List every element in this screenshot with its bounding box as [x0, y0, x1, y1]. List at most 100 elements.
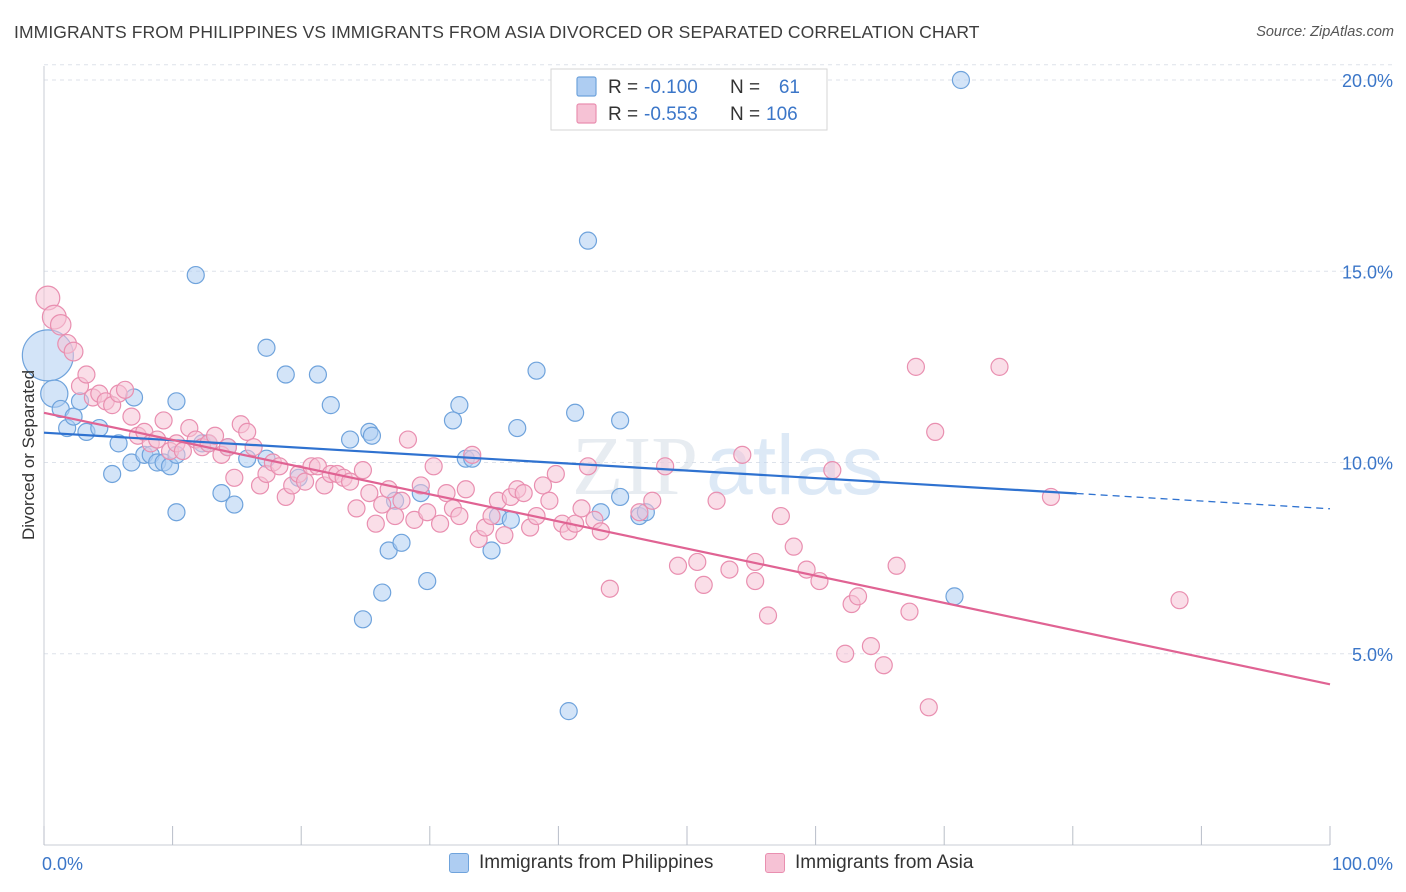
- point-philippines-60: [945, 587, 964, 606]
- gridlines: [44, 64, 1392, 655]
- x-tick-label-0: 0.0%: [42, 854, 83, 874]
- point-philippines-33: [340, 430, 360, 449]
- legend-r-value-1: -0.100: [644, 77, 698, 98]
- source-label: Source: ZipAtlas.com: [1256, 24, 1394, 40]
- point-philippines-41: [418, 571, 437, 591]
- legend-n-label-1: N =: [730, 77, 760, 98]
- point-asia-31: [238, 422, 257, 441]
- point-philippines-8: [103, 464, 122, 484]
- watermark-atlas: atlas: [706, 418, 883, 512]
- point-philippines-61: [559, 702, 578, 721]
- point-philippines-9: [109, 434, 128, 453]
- point-philippines-43: [450, 396, 469, 415]
- point-asia-49: [353, 461, 373, 480]
- point-asia-58: [411, 476, 430, 495]
- point-philippines-26: [225, 495, 244, 514]
- point-asia-105: [836, 644, 855, 663]
- point-philippines-31: [308, 365, 328, 384]
- chart-title: IMMIGRANTS FROM PHILIPPINES VS IMMIGRANT…: [14, 22, 980, 42]
- axes: [43, 66, 1331, 846]
- point-asia-112: [906, 357, 926, 376]
- point-philippines-37: [373, 583, 392, 602]
- point-asia-84: [578, 457, 598, 476]
- point-philippines-44: [443, 411, 463, 430]
- y-axis-label: Divorced or Separated: [19, 370, 38, 540]
- point-philippines-51: [527, 361, 546, 380]
- point-asia-56: [398, 430, 418, 449]
- point-philippines-32: [321, 396, 340, 415]
- point-asia-48: [347, 499, 366, 518]
- y-tick-label-2: 15.0%: [1342, 262, 1393, 282]
- bottom-legend-asia: Immigrants from Asia: [765, 852, 973, 874]
- point-philippines-30: [276, 365, 295, 384]
- point-asia-71: [495, 526, 514, 545]
- point-philippines-59: [951, 70, 971, 90]
- point-asia-54: [385, 506, 405, 526]
- point-philippines-50: [482, 541, 501, 560]
- point-philippines-17: [167, 392, 186, 411]
- legend-box: R = -0.100 N = 61 R = -0.553 N = 106: [550, 68, 828, 131]
- point-asia-93: [694, 575, 713, 595]
- legend-n-value-1: 61: [779, 77, 800, 98]
- point-asia-51: [366, 514, 385, 533]
- x-tick-label-1: 100.0%: [1332, 854, 1393, 874]
- bottom-legend-label-philippines: Immigrants from Philippines: [479, 852, 714, 873]
- legend-r-label-2: R =: [608, 104, 638, 125]
- point-asia-98: [746, 571, 765, 591]
- point-asia-114: [926, 422, 945, 441]
- bottom-legend: Immigrants from Philippines Immigrants f…: [0, 848, 1406, 880]
- y-tick-label-0: 5.0%: [1352, 645, 1393, 665]
- point-asia-107: [848, 587, 868, 606]
- point-asia-59: [418, 503, 437, 522]
- legend-n-label-2: N =: [730, 104, 760, 125]
- point-asia-13: [122, 407, 141, 426]
- y-tick-label-3: 20.0%: [1342, 71, 1393, 91]
- point-asia-61: [430, 514, 450, 533]
- point-asia-99: [758, 606, 778, 625]
- point-asia-109: [874, 656, 893, 675]
- point-asia-100: [771, 506, 790, 526]
- point-asia-96: [733, 445, 752, 464]
- point-asia-64: [450, 506, 469, 526]
- point-philippines-47: [508, 418, 527, 438]
- point-asia-4: [63, 341, 84, 362]
- point-philippines-27: [257, 338, 276, 357]
- point-asia-92: [688, 552, 707, 572]
- point-philippines-53: [578, 231, 598, 250]
- point-philippines-49: [501, 510, 520, 529]
- point-asia-89: [643, 491, 662, 510]
- point-asia-87: [600, 579, 619, 598]
- point-philippines-23: [212, 484, 231, 503]
- point-asia-101: [784, 537, 803, 556]
- point-asia-66: [463, 445, 482, 464]
- point-asia-83: [572, 499, 591, 518]
- point-asia-79: [546, 464, 565, 484]
- point-philippines-52: [566, 403, 585, 422]
- point-asia-115: [990, 357, 1009, 376]
- series-philippines-points: [21, 70, 971, 721]
- legend-r-value-2: -0.553: [644, 104, 698, 125]
- point-asia-40: [295, 472, 315, 491]
- point-asia-94: [707, 491, 726, 510]
- trendlines: [43, 411, 1331, 686]
- point-philippines-39: [392, 533, 411, 552]
- point-asia-113: [919, 698, 938, 717]
- point-asia-74: [514, 484, 533, 503]
- legend-r-label-1: R =: [608, 77, 638, 98]
- point-philippines-35: [362, 426, 382, 445]
- point-philippines-19: [167, 503, 186, 522]
- point-asia-29: [225, 468, 244, 487]
- point-asia-88: [630, 503, 649, 522]
- bottom-legend-philippines: Immigrants from Philippines: [449, 852, 713, 874]
- point-philippines-20: [186, 265, 205, 285]
- point-asia-69: [482, 506, 501, 526]
- point-asia-32: [244, 438, 263, 457]
- point-asia-95: [720, 560, 739, 579]
- point-asia-26: [205, 426, 225, 445]
- point-asia-18: [154, 411, 173, 430]
- point-asia-55: [392, 491, 411, 510]
- point-asia-110: [887, 556, 906, 575]
- point-asia-2: [49, 313, 72, 336]
- y-tick-label-1: 10.0%: [1342, 454, 1393, 474]
